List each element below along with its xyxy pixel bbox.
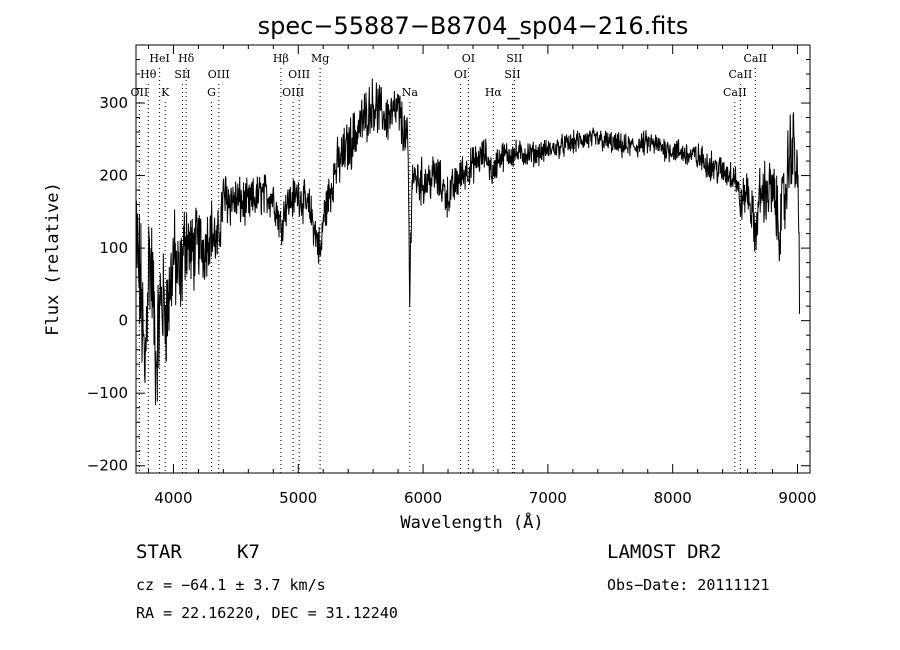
line-marker-label: OI (454, 68, 467, 81)
x-tick-label: 5000 (279, 489, 317, 507)
spectrum-line (135, 78, 801, 406)
line-marker-label: HeI (149, 52, 169, 65)
object-type: STAR (136, 541, 182, 563)
line-marker-label: SII (504, 68, 520, 81)
line-marker-label: SII (506, 52, 522, 65)
line-marker-label: Na (402, 86, 419, 99)
ra-dec: RA = 22.16220, DEC = 31.12240 (136, 604, 398, 622)
x-axis-label: Wavelength (Å) (400, 511, 543, 533)
y-axis-label: Flux (relative) (43, 182, 63, 336)
line-marker-label: Hδ (178, 52, 195, 65)
y-tick-label: −200 (87, 457, 128, 475)
line-marker-label: SII (174, 68, 190, 81)
line-marker-label: OI (462, 52, 475, 65)
y-tick-label: 300 (99, 94, 128, 112)
line-marker-label: Hθ (140, 68, 157, 81)
line-marker-label: Hβ (273, 52, 289, 65)
x-tick-label: 8000 (654, 489, 692, 507)
line-markers: OIIHθHeIKSIIHδGOIIIHβOIIIOIIIMgNaOIOIHαS… (131, 52, 767, 473)
y-tick-label: 100 (99, 239, 128, 257)
survey-name: LAMOST DR2 (607, 541, 721, 563)
x-tick-label: 9000 (778, 489, 816, 507)
line-marker-label: Mg (311, 52, 329, 65)
line-marker-label: G (207, 86, 216, 99)
plot-frame (135, 44, 811, 474)
obs-date: Obs−Date: 20111121 (607, 576, 770, 594)
line-marker-label: OIII (288, 68, 310, 81)
line-marker-label: OIII (282, 86, 304, 99)
line-marker-label: CaII (743, 52, 767, 65)
y-tick-label: 0 (118, 312, 128, 330)
x-tick-label: 6000 (404, 489, 442, 507)
x-tick-label: 4000 (154, 489, 192, 507)
axis-ticks: 4000 5000 6000 7000 8000 9000 −200 −100 0 100 200 3… (87, 45, 817, 507)
line-marker-label: OII (131, 86, 149, 99)
redshift-velocity: cz = −64.1 ± 3.7 km/s (136, 576, 326, 594)
line-marker-label: K (161, 86, 170, 99)
line-marker-label: Hα (485, 86, 503, 99)
x-tick-label: 7000 (529, 489, 567, 507)
line-marker-label: CaII (729, 68, 753, 81)
chart-title: spec−55887−B8704_sp04−216.fits (258, 12, 689, 40)
line-marker-label: CaII (723, 86, 747, 99)
line-marker-label: OIII (208, 68, 230, 81)
subclass: K7 (237, 541, 260, 563)
y-tick-label: −100 (87, 384, 128, 402)
series-layer (135, 78, 801, 406)
y-tick-label: 200 (99, 167, 128, 185)
